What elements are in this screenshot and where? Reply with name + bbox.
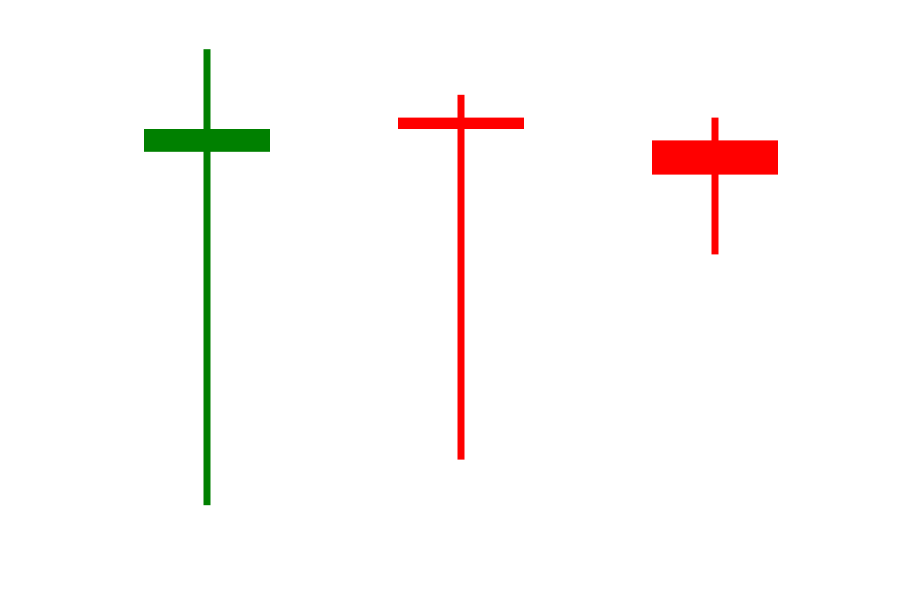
candle-wick — [457, 94, 465, 460]
candle-1 — [144, 49, 270, 506]
candle-body — [144, 129, 270, 152]
candle-body — [652, 140, 778, 175]
candle-3 — [652, 117, 778, 255]
candle-wick — [711, 117, 719, 255]
candle-body — [398, 117, 524, 129]
candle-wick — [203, 49, 211, 506]
candle-2 — [398, 94, 524, 460]
